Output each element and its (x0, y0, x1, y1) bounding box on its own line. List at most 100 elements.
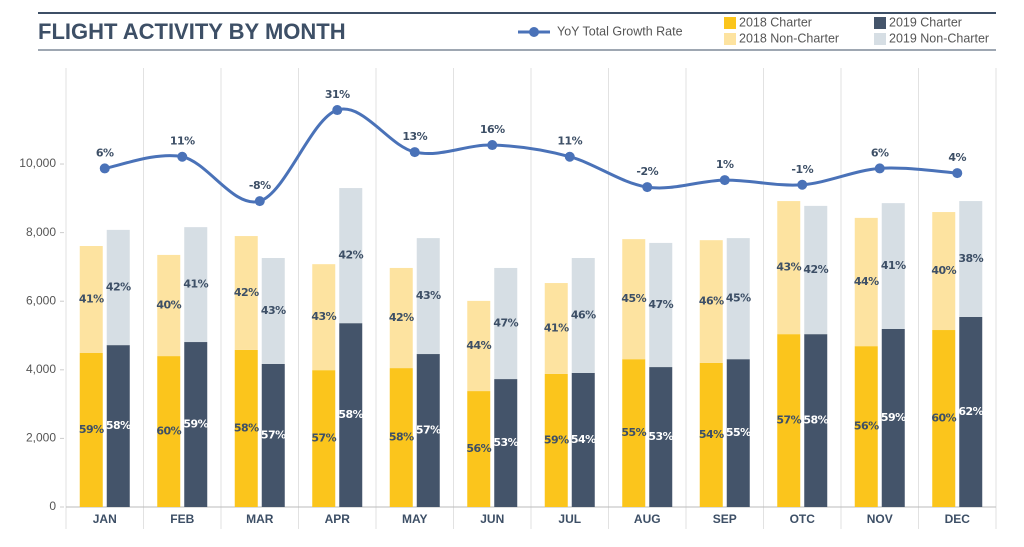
share-label: 58% (338, 408, 363, 421)
share-label: 47% (493, 317, 518, 330)
bar-segment (261, 363, 285, 507)
x-tick-label: FEB (170, 512, 194, 526)
share-label: 58% (106, 419, 131, 432)
bar-segment (622, 239, 646, 360)
share-label: 53% (648, 430, 673, 443)
bar-segment (494, 379, 518, 507)
bar-segment (959, 316, 983, 507)
bar-segment (544, 373, 568, 507)
bar-segment (106, 229, 130, 346)
share-label: 46% (571, 308, 596, 321)
share-label: 41% (183, 278, 208, 291)
x-tick-label: JUL (558, 512, 581, 526)
share-label: 41% (544, 321, 569, 334)
bar-segment (234, 236, 258, 350)
growth-point (874, 163, 885, 174)
bar-segment (261, 258, 285, 364)
bar-segment (184, 342, 208, 507)
legend-label: 2018 Non-Charter (739, 31, 839, 45)
share-label: 41% (881, 259, 906, 272)
bar-segment (649, 367, 673, 507)
legend-swatch (724, 17, 736, 29)
share-label: 44% (854, 275, 879, 288)
legend-label: 2019 Non-Charter (889, 31, 989, 45)
bar-segment (79, 353, 103, 507)
share-label: 59% (881, 411, 906, 424)
bar-segment (312, 370, 336, 507)
bar-segment (854, 217, 878, 347)
share-label: 38% (958, 252, 983, 265)
x-tick-label: AUG (634, 512, 661, 526)
bar-segment (571, 372, 595, 507)
growth-label: 4% (948, 151, 966, 164)
share-label: 57% (261, 428, 286, 441)
bar-segment (339, 323, 363, 507)
growth-point (564, 151, 575, 162)
bar-segment (106, 345, 130, 507)
share-label: 43% (311, 310, 336, 323)
legend-swatch (874, 33, 886, 45)
growth-label: 6% (96, 146, 114, 159)
bar-segment (234, 349, 258, 507)
share-label: 45% (621, 292, 646, 305)
bar-segment (467, 300, 491, 392)
x-tick-label: OTC (790, 512, 816, 526)
share-label: 54% (571, 433, 596, 446)
share-label: 42% (234, 286, 259, 299)
share-label: 43% (776, 261, 801, 274)
bar-segment (804, 334, 828, 507)
share-label: 55% (726, 426, 751, 439)
share-label: 58% (234, 421, 259, 434)
growth-label: 31% (325, 88, 350, 101)
share-label: 43% (416, 289, 441, 302)
bar-segment (389, 368, 413, 507)
y-tick-label: 0 (49, 499, 56, 513)
bar-segment (157, 254, 181, 357)
y-tick-label: 6,000 (26, 293, 56, 307)
bar-segment (571, 258, 595, 373)
x-tick-label: DEC (945, 512, 971, 526)
share-label: 46% (699, 295, 724, 308)
share-label: 62% (958, 405, 983, 418)
bar-segment (79, 246, 103, 354)
share-label: 44% (466, 339, 491, 352)
legend-label: 2018 Charter (739, 15, 812, 29)
x-tick-label: MAY (402, 512, 428, 526)
bar-segment (312, 264, 336, 371)
growth-point (177, 151, 188, 162)
y-tick-label: 10,000 (19, 156, 56, 170)
bar-segment (649, 242, 673, 368)
bar-segment (699, 240, 723, 363)
bar-segment (932, 330, 956, 507)
bar-segment (467, 391, 491, 507)
bar-segment (777, 201, 801, 335)
share-label: 42% (338, 249, 363, 262)
share-label: 59% (79, 423, 104, 436)
share-label: 40% (931, 264, 956, 277)
share-label: 56% (466, 442, 491, 455)
bar-segment (699, 362, 723, 507)
bar-segment (416, 238, 440, 355)
share-label: 59% (544, 433, 569, 446)
share-label: 41% (79, 293, 104, 306)
x-tick-label: JUN (480, 512, 504, 526)
growth-point (719, 175, 730, 186)
chart-title: FLIGHT ACTIVITY BY MONTH (38, 19, 346, 44)
y-tick-label: 8,000 (26, 225, 56, 239)
bar-segment (416, 354, 440, 507)
bar-segment (339, 188, 363, 324)
share-label: 55% (621, 426, 646, 439)
share-label: 57% (776, 414, 801, 427)
bar-segment (544, 283, 568, 374)
bar-segment (726, 359, 750, 507)
growth-label: 11% (170, 135, 195, 148)
bar-segment (804, 205, 828, 335)
legend-label: 2019 Charter (889, 15, 962, 29)
share-label: 56% (854, 420, 879, 433)
y-tick-label: 4,000 (26, 362, 56, 376)
share-label: 40% (156, 299, 181, 312)
growth-point (952, 168, 963, 179)
bar-segment (389, 267, 413, 369)
growth-point (99, 163, 110, 174)
